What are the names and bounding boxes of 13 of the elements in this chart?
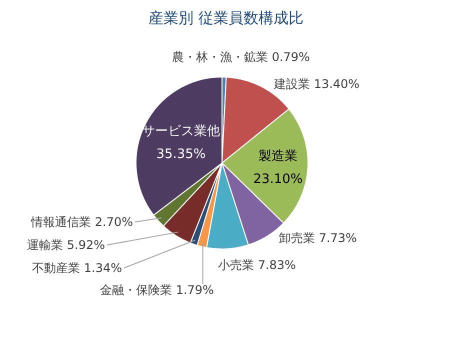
slice-label: 製造業 xyxy=(258,149,298,164)
slice-label: 建設業 13.40% xyxy=(273,77,360,91)
slice-label: 情報通信業 2.70% xyxy=(30,215,133,229)
slice-label: 小売業 7.83% xyxy=(218,258,296,272)
slice-label: 卸売業 7.73% xyxy=(279,231,357,245)
slice-label: 運輸業 5.92% xyxy=(27,238,105,252)
chart-title: 産業別 従業員数構成比 xyxy=(148,9,304,27)
data-label: 23.10% xyxy=(253,172,303,187)
data-label: 35.35% xyxy=(156,147,206,162)
slice-label: 農・林・漁・鉱業 0.79% xyxy=(172,50,310,64)
slice-label: 不動産業 1.34% xyxy=(32,261,122,275)
slice-label: サービス業他 xyxy=(142,124,220,139)
slice-label: 金融・保険業 1.79% xyxy=(100,283,214,297)
